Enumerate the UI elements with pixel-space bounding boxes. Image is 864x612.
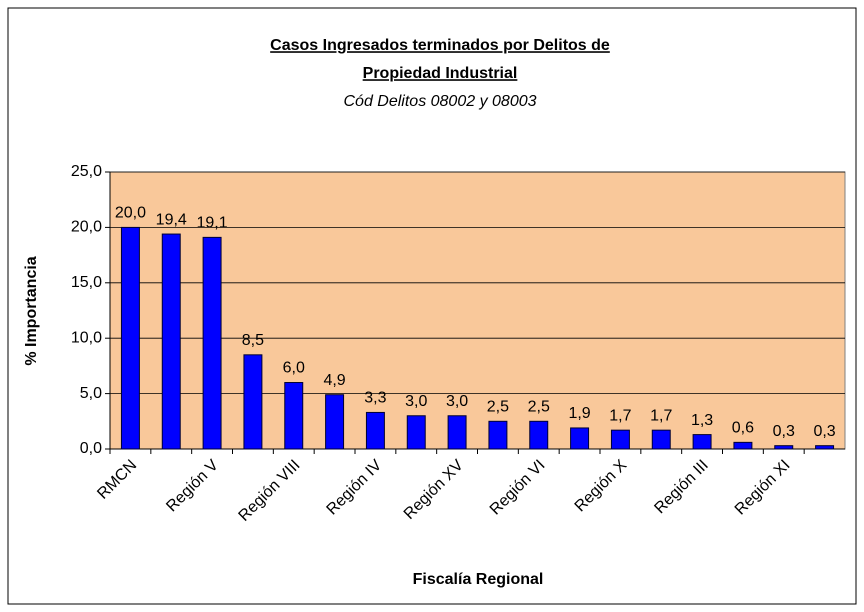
y-tick-label: 10,0 bbox=[71, 329, 102, 346]
value-label: 2,5 bbox=[487, 399, 509, 416]
value-label: 3,0 bbox=[446, 393, 468, 410]
bar bbox=[651, 429, 671, 450]
bar bbox=[815, 445, 835, 450]
bar bbox=[243, 354, 263, 450]
value-label: 1,9 bbox=[568, 405, 590, 422]
value-label: 2,5 bbox=[528, 399, 550, 416]
bar bbox=[120, 226, 140, 450]
value-label: 1,7 bbox=[609, 407, 631, 424]
value-label: 1,3 bbox=[691, 412, 713, 429]
bar bbox=[161, 233, 181, 450]
y-tick-label: 20,0 bbox=[71, 219, 102, 236]
bar bbox=[488, 420, 508, 450]
value-label: 8,5 bbox=[242, 332, 264, 349]
bar bbox=[733, 441, 753, 450]
value-label: 6,0 bbox=[283, 360, 305, 377]
plot-area bbox=[109, 171, 846, 450]
bar bbox=[529, 420, 549, 450]
chart-title: Casos Ingresados terminados por Delitos … bbox=[270, 37, 610, 54]
bar bbox=[406, 415, 426, 450]
bar bbox=[692, 434, 712, 450]
chart-title: Propiedad Industrial bbox=[363, 65, 518, 82]
y-axis-label: % Importancia bbox=[23, 256, 40, 365]
value-label: 3,0 bbox=[405, 393, 427, 410]
chart-subtitle: Cód Delitos 08002 y 08003 bbox=[343, 93, 536, 110]
value-label: 20,0 bbox=[115, 205, 146, 222]
value-label: 4,9 bbox=[323, 372, 345, 389]
value-label: 19,4 bbox=[156, 211, 187, 228]
bar bbox=[570, 427, 590, 450]
bar bbox=[610, 429, 630, 450]
value-label: 0,3 bbox=[813, 423, 835, 440]
bar bbox=[447, 415, 467, 450]
value-label: 0,3 bbox=[773, 423, 795, 440]
value-label: 1,7 bbox=[650, 407, 672, 424]
bar bbox=[202, 236, 222, 450]
y-tick-label: 5,0 bbox=[80, 385, 102, 402]
value-label: 3,3 bbox=[364, 390, 386, 407]
bar bbox=[284, 382, 304, 450]
y-tick-label: 15,0 bbox=[71, 274, 102, 291]
value-label: 0,6 bbox=[732, 420, 754, 437]
value-label: 19,1 bbox=[197, 215, 228, 232]
bar bbox=[325, 394, 345, 450]
y-tick-label: 0,0 bbox=[80, 440, 102, 457]
y-tick-label: 25,0 bbox=[71, 163, 102, 180]
bar bbox=[365, 411, 385, 450]
bar bbox=[774, 445, 794, 450]
x-axis-label: Fiscalía Regional bbox=[413, 571, 544, 588]
